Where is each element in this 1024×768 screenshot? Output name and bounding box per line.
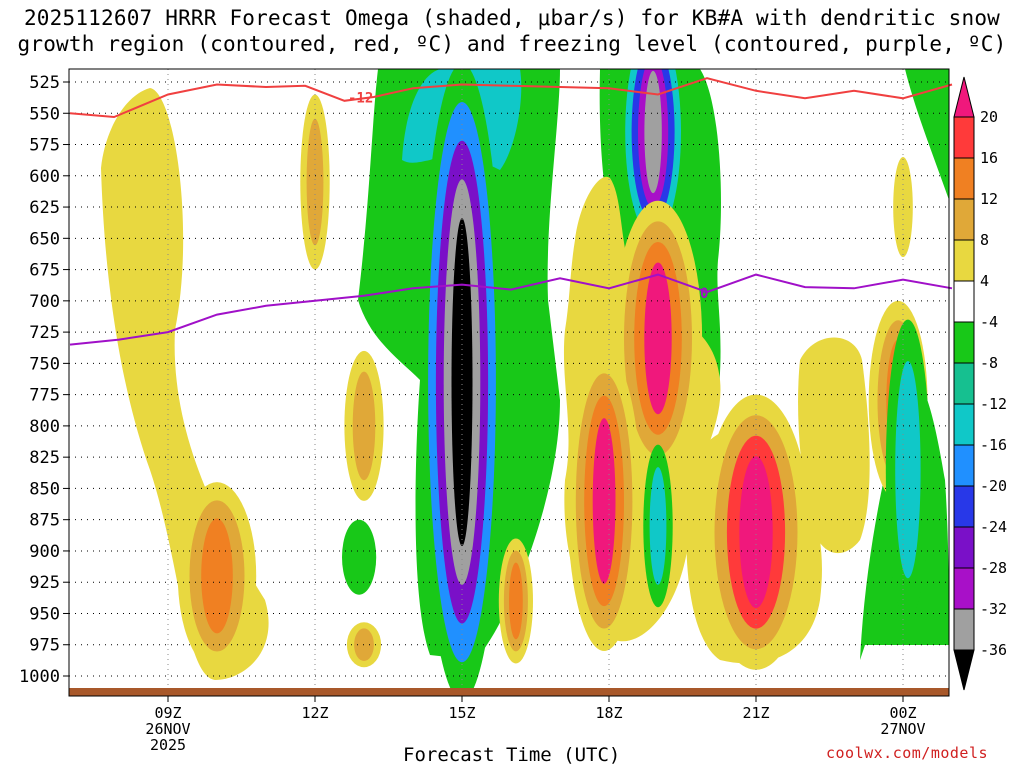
y-tick-label-975: 975 xyxy=(29,636,60,656)
feature-3-level-3 xyxy=(592,418,616,584)
x-tick-year-09Z: 2025 xyxy=(150,736,186,754)
feature-7-level-1 xyxy=(306,118,324,246)
feature-12-level-1 xyxy=(895,361,921,579)
chart-title-line-1: 2025112607 HRRR Forecast Omega (shaded, … xyxy=(23,6,1001,30)
terrain-strip xyxy=(69,688,949,696)
y-tick-label-700: 700 xyxy=(29,292,60,312)
y-tick-label-750: 750 xyxy=(29,354,60,374)
x-tick-date-09Z: 26NOV xyxy=(145,720,190,738)
y-tick-label-625: 625 xyxy=(29,198,60,218)
colorbar-bin-2 xyxy=(953,198,975,241)
colorbar-tick-label-6: -8 xyxy=(980,354,998,372)
y-tick-label-600: 600 xyxy=(29,167,60,187)
y-tick-label-925: 925 xyxy=(29,573,60,593)
colorbar-bin-10 xyxy=(953,526,975,569)
colorbar-tick-label-1: 16 xyxy=(980,149,998,167)
y-tick-label-650: 650 xyxy=(29,229,60,249)
y-tick-label-825: 825 xyxy=(29,448,60,468)
y-tick-label-675: 675 xyxy=(29,261,60,281)
colorbar-tick-label-10: -24 xyxy=(980,518,1007,536)
colorbar-tick-label-7: -12 xyxy=(980,395,1007,413)
green-top-right-corner xyxy=(905,69,949,200)
feature-2-level-3 xyxy=(644,262,672,415)
colorbar-tick-label-8: -16 xyxy=(980,436,1007,454)
colorbar-over-arrow xyxy=(953,76,975,118)
feature-10-level-1 xyxy=(354,628,374,662)
y-tick-label-1000: 1000 xyxy=(19,667,60,687)
feature-1-level-4 xyxy=(644,70,662,194)
feature-4-level-3 xyxy=(739,456,773,609)
x-tick-label-00Z: 00Z xyxy=(889,704,916,722)
plot-area: -12 0 xyxy=(68,68,953,697)
colorbar-tick-label-3: 8 xyxy=(980,231,989,249)
colorbar-tick-label-4: 4 xyxy=(980,272,989,290)
colorbar-bin-9 xyxy=(953,485,975,528)
y-tick-label-875: 875 xyxy=(29,511,60,531)
colorbar-under-arrow xyxy=(953,649,975,691)
colorbar-tick-label-2: 12 xyxy=(980,190,998,208)
colorbar-bin-3 xyxy=(953,239,975,282)
feature-8-level-1 xyxy=(352,371,376,481)
feature-0-level-4 xyxy=(451,218,473,547)
colorbar-tick-label-5: -4 xyxy=(980,313,998,331)
colorbar-bin-11 xyxy=(953,567,975,610)
feature-11-level-1 xyxy=(649,467,667,585)
y-tick-label-775: 775 xyxy=(29,386,60,406)
colorbar-bin-1 xyxy=(953,157,975,200)
colorbar-bin-7 xyxy=(953,403,975,446)
source-credit: coolwx.com/models xyxy=(826,744,989,762)
colorbar-bin-4 xyxy=(953,280,975,323)
colorbar-tick-label-13: -36 xyxy=(980,641,1007,659)
x-tick-label-15Z: 15Z xyxy=(448,704,475,722)
y-axis: 525 550 575 600 625 650 675 700 725 750 775 800 825 8… xyxy=(19,73,69,687)
feature-9-level-2 xyxy=(509,562,523,640)
feature-5-level-2 xyxy=(201,518,233,634)
x-axis-label: Forecast Time (UTC) xyxy=(403,744,621,766)
colorbar-tick-label-0: 20 xyxy=(980,108,998,126)
y-tick-label-525: 525 xyxy=(29,73,60,93)
colorbar-bin-8 xyxy=(953,444,975,487)
colorbar-bin-6 xyxy=(953,362,975,405)
colorbar-tick-label-11: -28 xyxy=(980,559,1007,577)
yellow-plume-left xyxy=(101,88,269,680)
x-tick-label-21Z: 21Z xyxy=(742,704,769,722)
colorbar-tick-label-9: -20 xyxy=(980,477,1007,495)
y-tick-label-950: 950 xyxy=(29,604,60,624)
colorbar-bin-5 xyxy=(953,321,975,364)
feature-14-level-0 xyxy=(342,519,377,595)
temperature-contours: -12 0 xyxy=(69,77,953,346)
colorbar-tick-label-12: -32 xyxy=(980,600,1007,618)
omega-shading xyxy=(101,69,949,696)
x-tick-label-12Z: 12Z xyxy=(301,704,328,722)
freezing-level-label: 0 xyxy=(700,286,708,302)
chart-title-line-2: growth region (contoured, red, ºC) and f… xyxy=(17,32,1007,56)
y-tick-label-800: 800 xyxy=(29,417,60,437)
y-tick-label-900: 900 xyxy=(29,542,60,562)
y-tick-label-575: 575 xyxy=(29,136,60,156)
y-tick-label-725: 725 xyxy=(29,323,60,343)
dendritic-growth-contour xyxy=(69,77,953,119)
yellow-far-right xyxy=(798,337,870,554)
colorbar-bin-12 xyxy=(953,608,975,651)
y-tick-label-850: 850 xyxy=(29,479,60,499)
x-tick-date-00Z: 27NOV xyxy=(880,720,925,738)
freezing-level-contour xyxy=(69,273,953,346)
colorbar: 20 16 12 8 4 -4 -8 -12 -16 -20 -24 -28 -32 -36 xyxy=(953,76,1007,691)
plot-frame xyxy=(68,68,950,697)
colorbar-bin-0 xyxy=(953,116,975,159)
y-tick-label-550: 550 xyxy=(29,104,60,124)
x-tick-label-18Z: 18Z xyxy=(595,704,622,722)
dendritic-contour-label: -12 xyxy=(348,91,373,107)
x-tick-label-09Z: 09Z xyxy=(154,704,181,722)
